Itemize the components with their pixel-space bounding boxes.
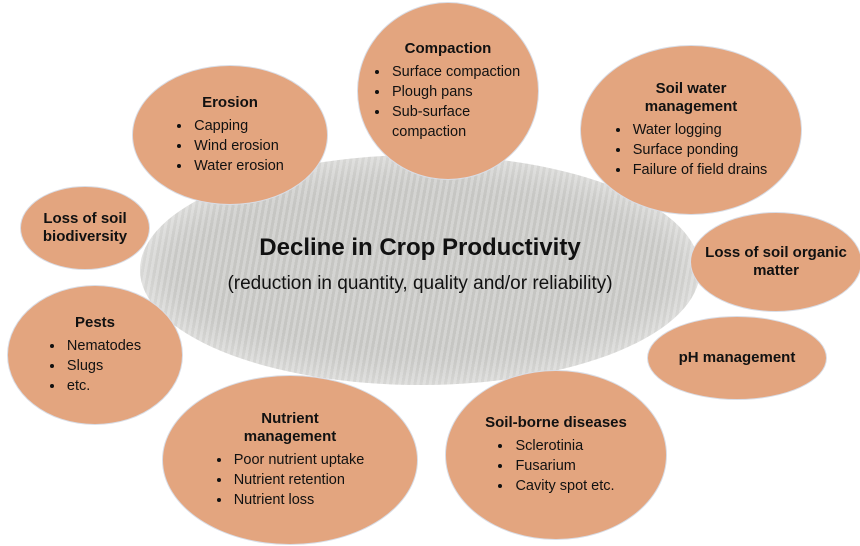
node-item: Capping (192, 116, 284, 136)
node-item: Cavity spot etc. (513, 476, 614, 496)
node-list: CappingWind erosionWater erosion (176, 116, 284, 176)
node-item: Plough pans (390, 82, 522, 102)
node-item: Nutrient loss (232, 490, 365, 510)
node-title: Loss of soil biodiversity (42, 210, 128, 245)
node-title: Nutrient management (243, 410, 337, 445)
node-item: Nematodes (65, 336, 141, 356)
node-title: Pests (74, 314, 116, 331)
node-list: Poor nutrient uptakeNutrient retentionNu… (216, 450, 365, 510)
node-list: Surface compactionPlough pansSub-surface… (374, 62, 522, 142)
node-ellipse: Pests NematodesSlugsetc. (7, 285, 183, 425)
node-item: Failure of field drains (631, 160, 768, 180)
node-item: Sub-surface compaction (390, 102, 522, 142)
node-title: Soil water management (644, 80, 738, 115)
node-ellipse: Soil water management Water loggingSurfac… (580, 45, 802, 215)
node-item: etc. (65, 376, 141, 396)
node-title: pH management (678, 349, 796, 366)
node-item: Water logging (631, 120, 768, 140)
node-item: Water erosion (192, 156, 284, 176)
node-title: Erosion (202, 94, 258, 111)
node-title: Compaction (404, 40, 492, 57)
center-subtitle: (reduction in quantity, quality and/or r… (227, 273, 613, 294)
node-item: Sclerotinia (513, 436, 614, 456)
node-item: Nutrient retention (232, 470, 365, 490)
node-title: Loss of soil organic matter (705, 244, 847, 279)
node-list: Water loggingSurface pondingFailure of f… (615, 120, 768, 180)
node-item: Surface ponding (631, 140, 768, 160)
node-item: Poor nutrient uptake (232, 450, 365, 470)
node-list: NematodesSlugsetc. (49, 336, 141, 396)
node-list: SclerotiniaFusariumCavity spot etc. (497, 436, 614, 496)
node-ellipse: Loss of soil biodiversity (20, 186, 150, 270)
node-item: Surface compaction (390, 62, 522, 82)
node-title: Soil-borne diseases (485, 414, 627, 431)
node-ellipse: Erosion CappingWind erosionWater erosion (132, 65, 328, 205)
node-item: Wind erosion (192, 136, 284, 156)
node-ellipse: Soil-borne diseases SclerotiniaFusariumCa… (445, 370, 667, 540)
node-item: Fusarium (513, 456, 614, 476)
node-ellipse: pH management (647, 316, 827, 400)
node-ellipse: Loss of soil organic matter (690, 212, 860, 312)
node-ellipse: Compaction Surface compactionPlough pansS… (357, 2, 539, 180)
node-ellipse: Nutrient managementPoor nutrient uptakeN… (162, 375, 418, 545)
center-title: Decline in Crop Productivity (259, 234, 581, 261)
node-item: Slugs (65, 356, 141, 376)
